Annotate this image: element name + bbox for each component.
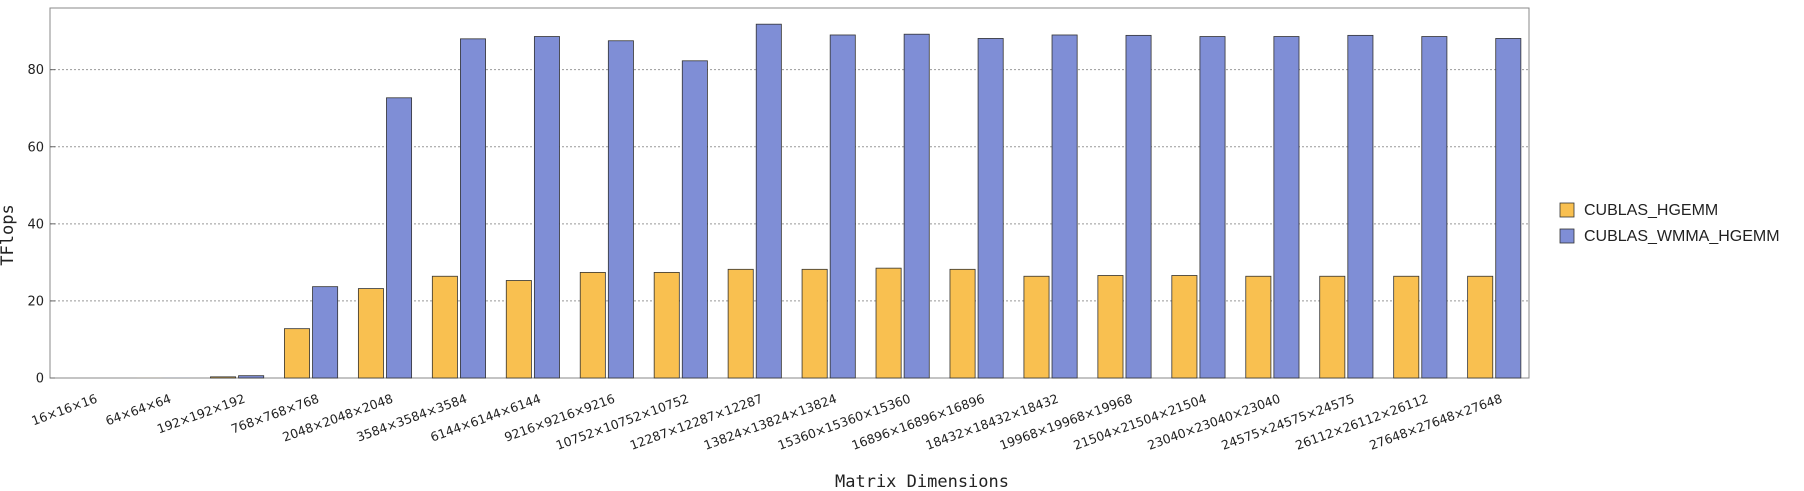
bar-cublas-hgemm xyxy=(1245,275,1272,379)
bar-cublas-hgemm xyxy=(1023,275,1050,379)
x-tick-label: 19968×19968×19968 xyxy=(997,391,1134,453)
bar-cublas-hgemm xyxy=(431,275,458,379)
y-tick-label: 20 xyxy=(27,294,44,309)
bar-cublas-hgemm xyxy=(210,376,237,379)
x-tick-label: 13824×13824×13824 xyxy=(702,391,839,453)
x-tick-label: 10752×10752×10752 xyxy=(554,391,691,453)
bar-cublas-wmma-hgemm xyxy=(238,375,265,379)
bar-cublas-hgemm xyxy=(1467,275,1494,379)
bar-cublas-hgemm xyxy=(284,328,310,379)
bar-cublas-wmma-hgemm xyxy=(460,38,486,379)
y-tick-label: 40 xyxy=(27,217,44,232)
bar-cublas-hgemm xyxy=(875,267,902,379)
bars xyxy=(136,23,1522,379)
bar-cublas-wmma-hgemm xyxy=(607,40,634,379)
bar-cublas-hgemm xyxy=(1393,275,1420,379)
gridlines xyxy=(50,69,1529,302)
x-tick-label: 16×16×16 xyxy=(29,391,99,429)
bar-cublas-wmma-hgemm xyxy=(533,36,560,379)
bar-cublas-wmma-hgemm xyxy=(1273,36,1300,379)
x-axis-title: Matrix Dimensions xyxy=(835,472,1009,491)
bar-cublas-hgemm xyxy=(579,271,606,379)
bar-cublas-wmma-hgemm xyxy=(1051,34,1078,379)
y-axis-title: TFlops xyxy=(0,204,18,265)
bar-cublas-wmma-hgemm xyxy=(755,23,782,379)
y-tick-label: 60 xyxy=(27,140,44,155)
bar-cublas-hgemm xyxy=(505,280,532,379)
bar-cublas-hgemm xyxy=(1171,275,1198,379)
x-tick-label: 23040×23040×23040 xyxy=(1145,391,1282,453)
bar-cublas-hgemm xyxy=(727,268,754,379)
bar-cublas-hgemm xyxy=(1097,275,1124,379)
bar-cublas-hgemm xyxy=(1319,275,1346,379)
bar-cublas-hgemm xyxy=(801,268,828,379)
bar-cublas-hgemm xyxy=(653,271,680,379)
bar-cublas-wmma-hgemm xyxy=(1347,34,1374,379)
legend-swatch xyxy=(1559,228,1575,244)
x-tick-label: 16896×16896×16896 xyxy=(850,391,987,453)
bar-cublas-wmma-hgemm xyxy=(681,60,708,379)
plot-frame xyxy=(49,7,1530,379)
y-axis-ticks: 0 20 40 60 80 xyxy=(27,63,55,387)
legend-label: CUBLAS_HGEMM xyxy=(1584,202,1718,219)
x-tick-label: 15360×15360×15360 xyxy=(776,391,913,453)
bar-cublas-hgemm xyxy=(357,288,384,379)
x-axis-labels: 16×16×16 64×64×64192×192×192768×768×76820… xyxy=(29,391,1504,453)
legend-swatch xyxy=(1559,202,1575,218)
legend-label: CUBLAS_WMMA_HGEMM xyxy=(1584,228,1780,245)
x-tick-label: 26112×26112×26112 xyxy=(1293,391,1430,453)
bar-cublas-wmma-hgemm xyxy=(903,33,930,379)
x-tick-label: 24575×24575×24575 xyxy=(1219,391,1356,453)
y-tick-label: 80 xyxy=(27,63,44,78)
bar-cublas-wmma-hgemm xyxy=(386,97,413,379)
bar-cublas-wmma-hgemm xyxy=(829,34,856,379)
bar-cublas-wmma-hgemm xyxy=(1495,38,1522,379)
bar-cublas-wmma-hgemm xyxy=(312,286,339,379)
bar-cublas-wmma-hgemm xyxy=(1125,34,1152,379)
y-tick-label: 0 xyxy=(36,372,44,387)
x-tick-label: 27648×27648×27648 xyxy=(1367,391,1504,453)
x-tick-label: 12287×12287×12287 xyxy=(628,391,765,453)
bar-cublas-wmma-hgemm xyxy=(1421,36,1448,379)
legend: CUBLAS_HGEMM CUBLAS_WMMA_HGEMM xyxy=(1559,202,1780,245)
bar-cublas-wmma-hgemm xyxy=(1199,36,1226,379)
bar-cublas-wmma-hgemm xyxy=(977,38,1004,379)
x-tick-label: 21504×21504×21504 xyxy=(1071,391,1208,453)
x-tick-label: 18432×18432×18432 xyxy=(924,391,1061,453)
bar-cublas-hgemm xyxy=(949,268,976,379)
